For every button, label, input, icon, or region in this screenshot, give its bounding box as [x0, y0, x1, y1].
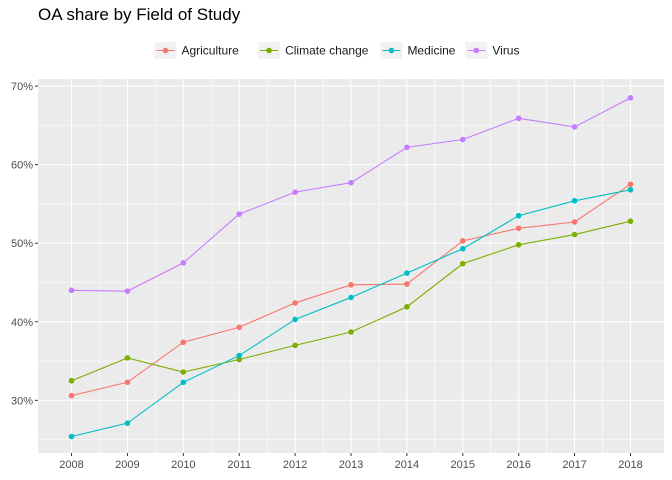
x-tick-label: 2013 [339, 459, 363, 471]
legend-key-point [162, 47, 169, 54]
x-tick-label: 2011 [227, 459, 251, 471]
data-point-agriculture [515, 225, 522, 232]
data-point-virus [515, 115, 522, 122]
data-point-climate-change [180, 369, 187, 375]
data-point-virus [124, 288, 131, 294]
data-point-virus [236, 211, 243, 217]
data-point-agriculture [68, 392, 75, 399]
data-point-agriculture [236, 324, 243, 331]
legend-item-climate-change: Climate change [258, 42, 369, 59]
data-point-virus [180, 260, 187, 266]
x-tick-label: 2012 [283, 459, 307, 471]
data-point-agriculture [292, 300, 298, 306]
series-climate-change [68, 218, 634, 384]
y-tick-label: 60% [11, 160, 33, 172]
data-point-agriculture [180, 339, 187, 346]
x-tick-label: 2014 [395, 459, 419, 471]
y-tick-label: 50% [11, 238, 33, 250]
data-point-agriculture [124, 379, 131, 386]
legend-key-point [473, 47, 480, 54]
series-layer [68, 95, 634, 440]
y-tick-label: 40% [11, 317, 33, 329]
series-virus [68, 95, 634, 294]
legend-item-agriculture: Agriculture [154, 42, 239, 59]
data-point-agriculture [627, 181, 634, 188]
data-point-climate-change [292, 342, 298, 349]
data-point-virus [68, 287, 75, 294]
data-point-medicine [459, 245, 466, 252]
data-point-climate-change [236, 356, 243, 363]
data-point-medicine [180, 379, 187, 386]
x-tick-label: 2015 [451, 459, 475, 471]
chart-title: OA share by Field of Study [38, 5, 241, 24]
y-tick-label: 70% [11, 81, 33, 93]
x-tick-label: 2010 [171, 459, 195, 471]
data-point-medicine [348, 294, 354, 301]
data-point-virus [404, 144, 410, 151]
data-point-agriculture [348, 282, 354, 288]
data-point-climate-change [571, 231, 578, 238]
legend-key-point [388, 47, 395, 54]
axes: 30% 40% 50% 60% 70% 2008 2009 2010 2011 2012 2013 2… [11, 81, 643, 471]
data-point-medicine [68, 433, 75, 440]
data-point-medicine [571, 197, 578, 204]
data-point-agriculture [459, 238, 466, 244]
x-tick-label: 2018 [618, 459, 642, 471]
data-point-climate-change [627, 218, 634, 225]
legend-label-agriculture: Agriculture [181, 44, 239, 58]
data-point-agriculture [571, 219, 578, 225]
data-point-climate-change [404, 304, 410, 310]
x-tick-label: 2008 [59, 459, 83, 471]
data-point-medicine [404, 270, 410, 276]
x-tick-label: 2009 [115, 459, 139, 471]
legend-label-medicine: Medicine [407, 44, 455, 58]
legend-label-virus: Virus [492, 44, 519, 58]
data-point-medicine [236, 352, 243, 359]
data-point-climate-change [348, 329, 354, 335]
data-point-medicine [627, 186, 634, 193]
data-point-virus [348, 179, 354, 186]
data-point-virus [292, 189, 298, 195]
data-point-climate-change [68, 377, 75, 384]
series-medicine [68, 186, 634, 440]
legend-label-climate-change: Climate change [285, 44, 369, 58]
data-point-agriculture [404, 281, 410, 287]
data-point-medicine [292, 316, 298, 323]
x-tick-label: 2016 [506, 459, 530, 471]
legend-key-point [266, 47, 272, 54]
data-point-virus [459, 136, 466, 143]
legend-item-medicine: Medicine [380, 42, 456, 59]
legend-item-virus: Virus [465, 42, 519, 59]
data-point-virus [627, 95, 634, 101]
data-point-medicine [515, 212, 522, 219]
data-point-climate-change [459, 260, 466, 267]
data-point-climate-change [124, 355, 131, 361]
x-tick-label: 2017 [562, 459, 586, 471]
y-tick-label: 30% [11, 395, 33, 407]
series-agriculture [68, 181, 634, 399]
legend: Agriculture Climate change Medicine Virus [154, 42, 519, 59]
data-point-climate-change [515, 241, 522, 248]
data-point-medicine [124, 420, 131, 426]
data-point-virus [571, 124, 578, 130]
